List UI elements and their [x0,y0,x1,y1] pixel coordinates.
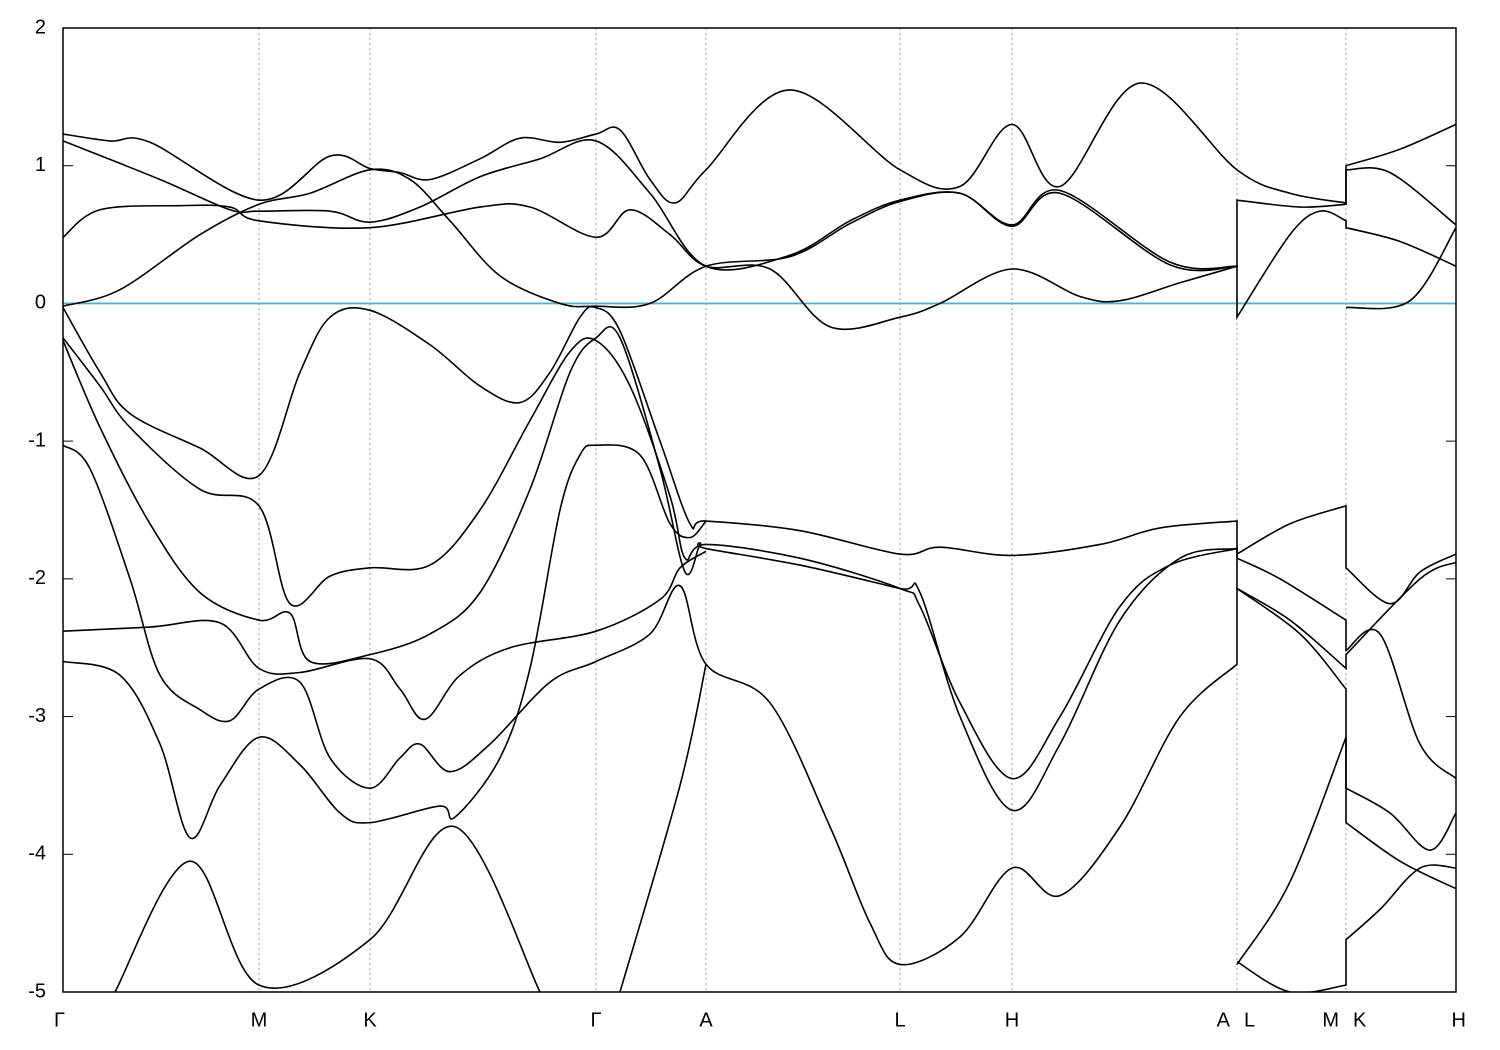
band-line [63,305,1456,605]
x-tick-label: Γ [590,1009,601,1031]
y-tick-label: -5 [28,980,46,1002]
band-line [63,550,707,721]
band-line [63,168,1238,309]
y-tick-label: -1 [28,429,46,451]
x-tick-label: H [1452,1009,1466,1031]
y-tick-label: -4 [28,843,46,865]
x-tick-label: M [1322,1009,1339,1031]
band-line [63,444,1456,966]
band-line [63,139,1456,271]
band-line [1236,864,1456,992]
band-line [1345,227,1456,310]
plot-frame [62,27,1457,993]
bands [63,82,1456,992]
y-tick-label: -2 [28,567,46,589]
band-line [1236,736,1456,965]
x-tick-label: H [1005,1009,1019,1031]
band-line [63,82,1456,204]
band-line [619,664,707,992]
x-tick-label: A [699,1009,713,1031]
band-line [114,825,541,992]
y-tick-label: 2 [35,16,46,38]
x-tick-label: M [251,1009,268,1031]
x-tick-label: K [363,1009,377,1031]
x-tick-label: L [1244,1009,1255,1031]
grid [62,27,1457,993]
band-line [63,203,1456,331]
y-tick-label: -3 [28,705,46,727]
x-tick-label: K [1353,1009,1367,1031]
x-tick-label: Γ [54,1009,65,1031]
x-tick-label: L [894,1009,905,1031]
y-tick-label: 1 [35,154,46,176]
x-tick-label: A [1217,1009,1231,1031]
y-tick-label: 0 [35,292,46,314]
band-line [63,444,707,840]
band-line [63,325,1456,812]
